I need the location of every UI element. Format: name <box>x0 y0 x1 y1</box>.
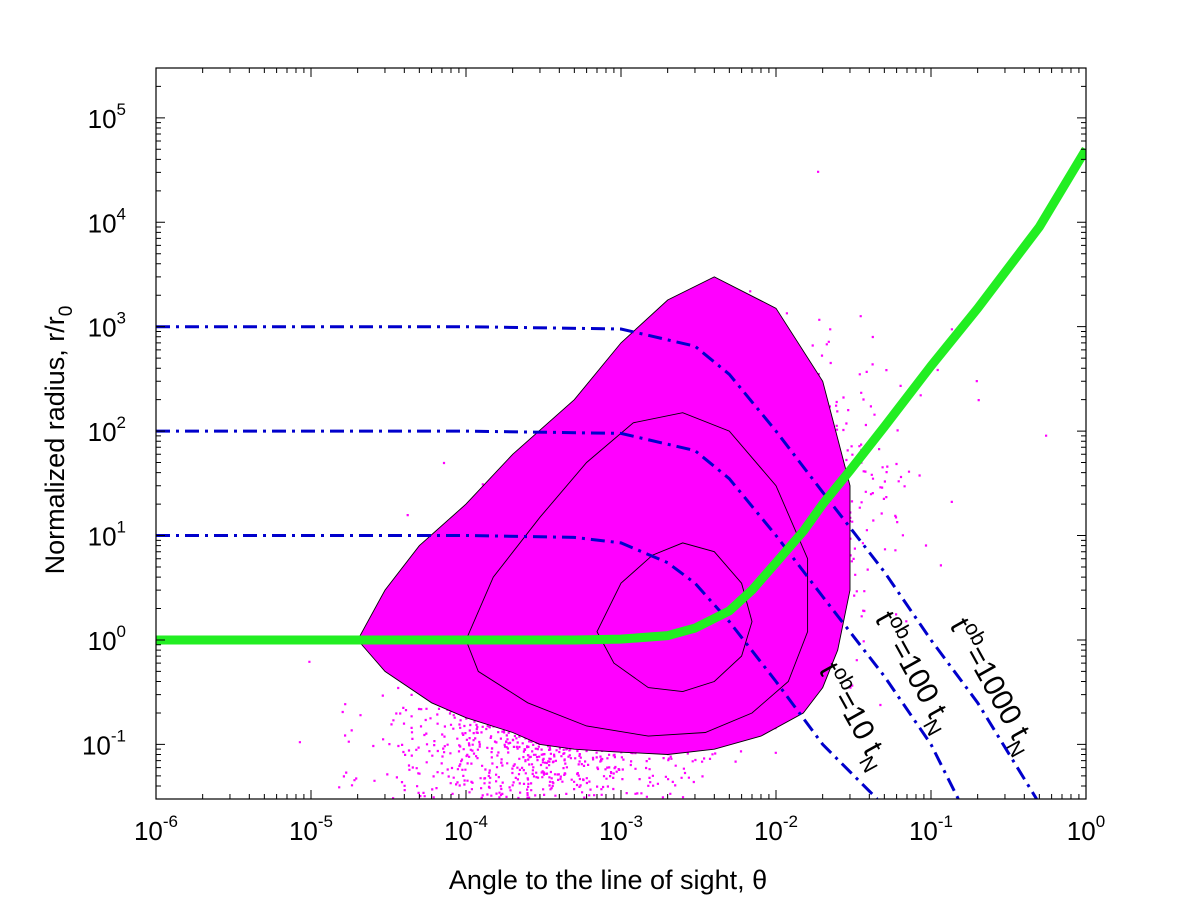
y-tick-label: 100 <box>88 622 126 656</box>
y-axis-label: Normalized radius, r/r0 <box>40 306 77 575</box>
x-tick-label: 10-4 <box>444 812 488 846</box>
x-tick-label: 100 <box>1067 812 1105 846</box>
x-axis-label: Angle to the line of sight, θ <box>449 865 767 895</box>
contour-middle <box>465 412 809 737</box>
dashdot-curve-1000 <box>156 325 1038 799</box>
axis-ticks <box>155 67 1087 800</box>
x-tick-label: 10-5 <box>289 812 333 846</box>
y-axis-label-sub: 0 <box>56 306 77 317</box>
y-tick-labels: 10-1 100 101 102 103 104 105 <box>82 100 126 761</box>
contour-outer <box>357 276 851 755</box>
green-curve <box>156 146 1086 645</box>
x-tick-label: 10-6 <box>134 812 178 846</box>
tick-layer <box>155 67 1087 800</box>
y-tick-label: 10-1 <box>82 726 126 760</box>
x-tick-label: 10-3 <box>599 812 643 846</box>
y-tick-label: 104 <box>88 204 126 238</box>
y-tick-label: 105 <box>88 100 126 134</box>
x-tick-label: 10-1 <box>909 812 953 846</box>
scatter-cloud <box>298 170 1048 799</box>
y-tick-label: 101 <box>88 518 126 552</box>
y-axis-label-main: Normalized radius, r/r <box>40 316 70 574</box>
green-layer <box>156 146 1086 645</box>
dashdot-curve-100 <box>156 429 960 799</box>
dashdot-layer <box>156 325 1038 799</box>
x-tick-labels: 10-6 10-5 10-4 10-3 10-2 10-1 100 <box>134 812 1105 846</box>
y-tick-label: 102 <box>88 413 126 447</box>
x-tick-label: 10-2 <box>754 812 798 846</box>
dashdot-curve-10 <box>156 534 879 799</box>
y-tick-label: 103 <box>88 309 126 343</box>
scatter-core <box>357 276 850 755</box>
